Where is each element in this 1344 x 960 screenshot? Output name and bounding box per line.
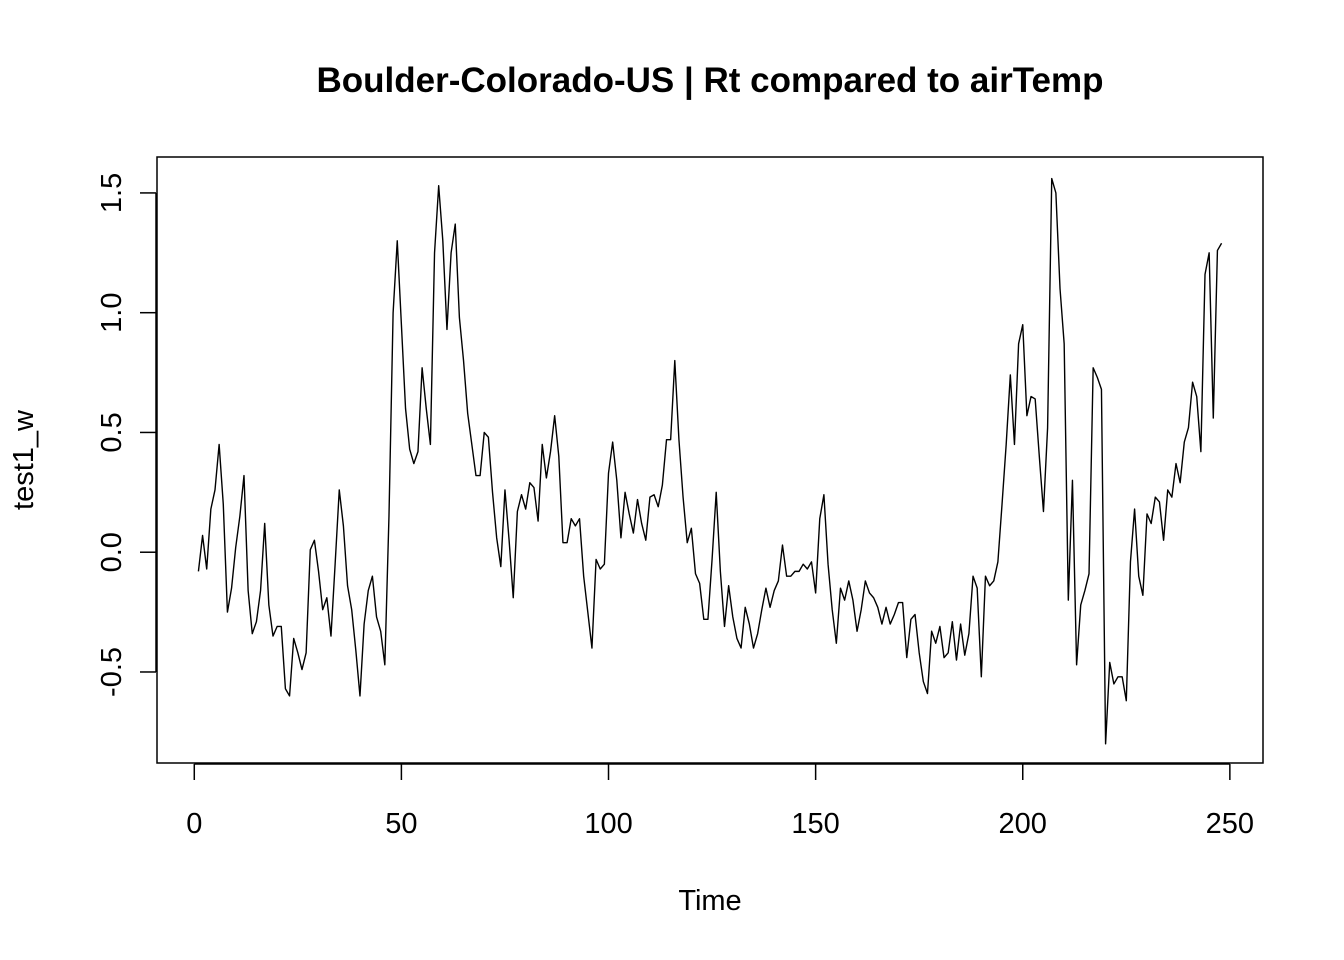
y-tick-label: 0.0 bbox=[96, 532, 128, 572]
y-axis-label: test1_w bbox=[8, 409, 40, 510]
y-tick-label: 0.5 bbox=[96, 412, 128, 452]
series-layer bbox=[197, 177, 1223, 745]
y-axis: -0.5 0.0 0.5 1.0 1.5 bbox=[96, 173, 157, 697]
x-tick-label: 0 bbox=[186, 808, 202, 840]
series-line bbox=[197, 177, 1223, 745]
x-tick-label: 100 bbox=[584, 808, 632, 840]
chart-title: Boulder-Colorado-US | Rt compared to air… bbox=[317, 61, 1104, 100]
x-tick-label: 50 bbox=[385, 808, 417, 840]
x-axis: 0 50 100 150 200 250 bbox=[186, 763, 1254, 840]
x-tick-label: 200 bbox=[999, 808, 1047, 840]
x-tick-label: 250 bbox=[1206, 808, 1254, 840]
plot-area-frame bbox=[156, 156, 1264, 764]
y-tick-label: -0.5 bbox=[96, 647, 128, 697]
y-tick-label: 1.5 bbox=[96, 173, 128, 213]
x-axis-label: Time bbox=[678, 885, 741, 917]
y-tick-label: 1.0 bbox=[96, 293, 128, 333]
x-tick-label: 150 bbox=[791, 808, 839, 840]
